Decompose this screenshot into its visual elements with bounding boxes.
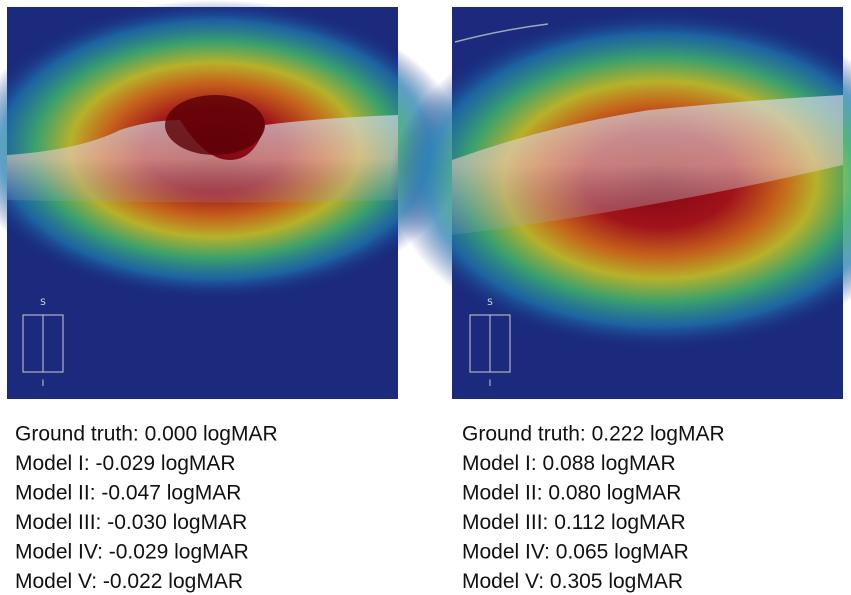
model-result-text: Model II: -0.047 logMAR [15,482,241,505]
model-result-text: Model III: -0.030 logMAR [15,511,247,534]
model-result-text: Model IV: -0.029 logMAR [15,541,249,564]
ground-truth-text: Ground truth: 0.000 logMAR [15,423,278,446]
orientation-label: S [40,298,46,308]
model-result-text: Model V: -0.022 logMAR [15,570,243,593]
model-result-text: Model V: 0.305 logMAR [462,570,683,593]
model-result-text: Model II: 0.080 logMAR [462,482,681,505]
model-result-text: Model I: 0.088 logMAR [462,452,676,475]
model-result-text: Model IV: 0.065 logMAR [462,541,689,564]
model-result-text: Model III: 0.112 logMAR [462,511,686,534]
orientation-label: I [42,379,45,389]
model-result-text: Model I: -0.029 logMAR [15,452,236,475]
heatmap-image: S I [390,7,851,399]
orientation-label: S [487,298,493,308]
heatmap-image: S I [0,0,465,399]
orientation-label: I [489,379,492,389]
ground-truth-text: Ground truth: 0.222 logMAR [462,423,725,446]
